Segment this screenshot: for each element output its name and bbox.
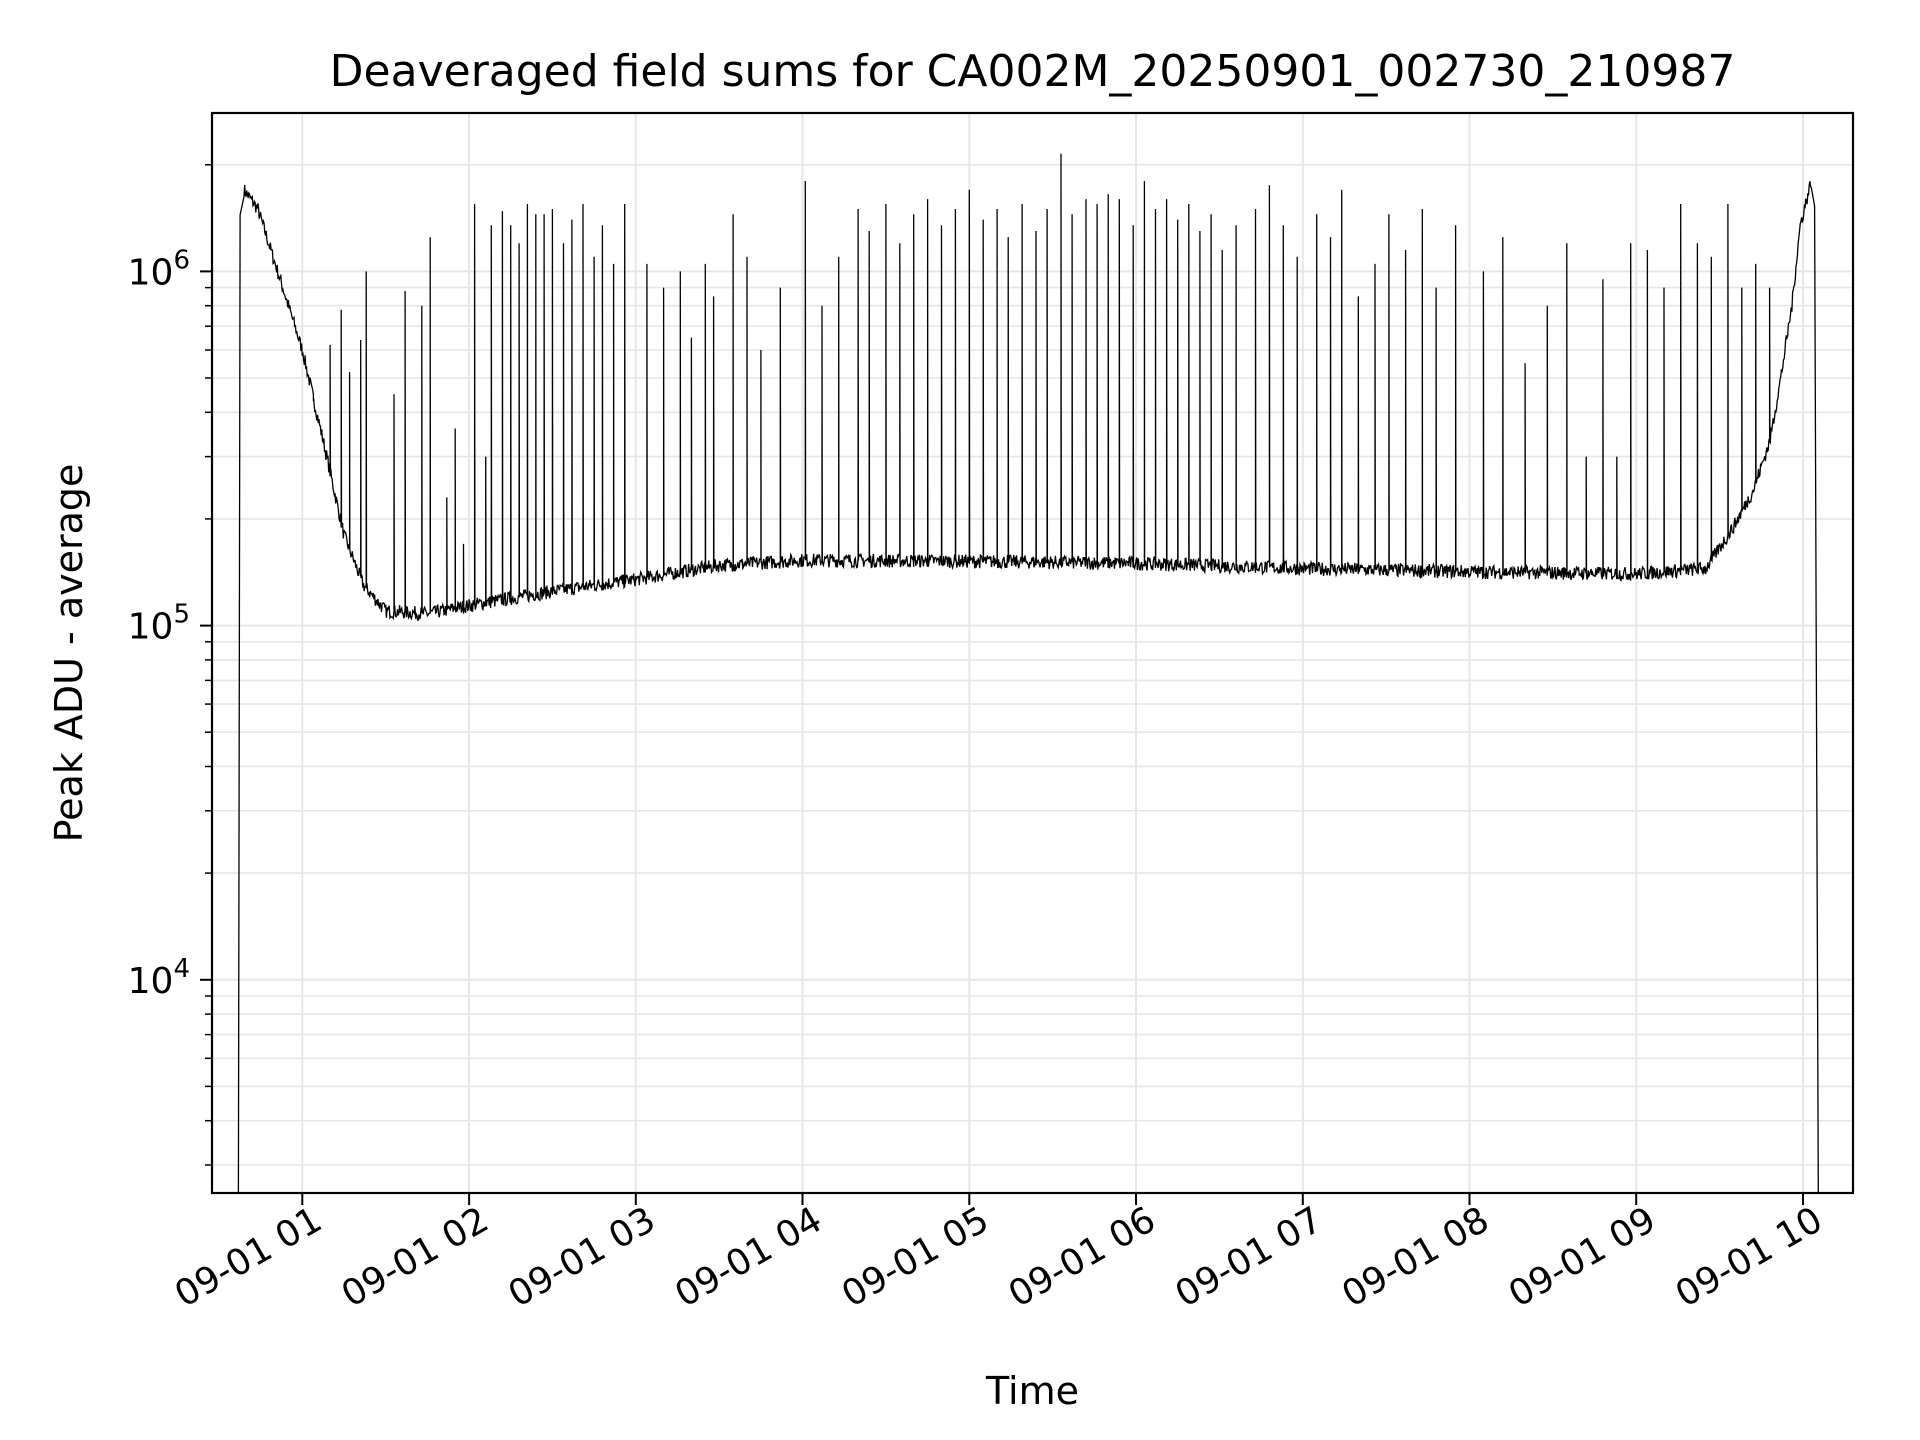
y-axis-ticks: 104 105 106 [128,164,212,1166]
chart-title: Deaveraged field sums for CA002M_2025090… [330,46,1736,97]
plot-frame [210,111,1855,1195]
y-tick-label: 106 [128,245,190,293]
grid [212,113,1853,1193]
y-tick-label: 104 [128,954,190,1002]
y-axis-label: Peak ADU - average [47,464,91,843]
x-axis-label: Time [985,1369,1079,1413]
series-line [237,153,1819,1194]
y-tick-label: 105 [128,600,190,648]
